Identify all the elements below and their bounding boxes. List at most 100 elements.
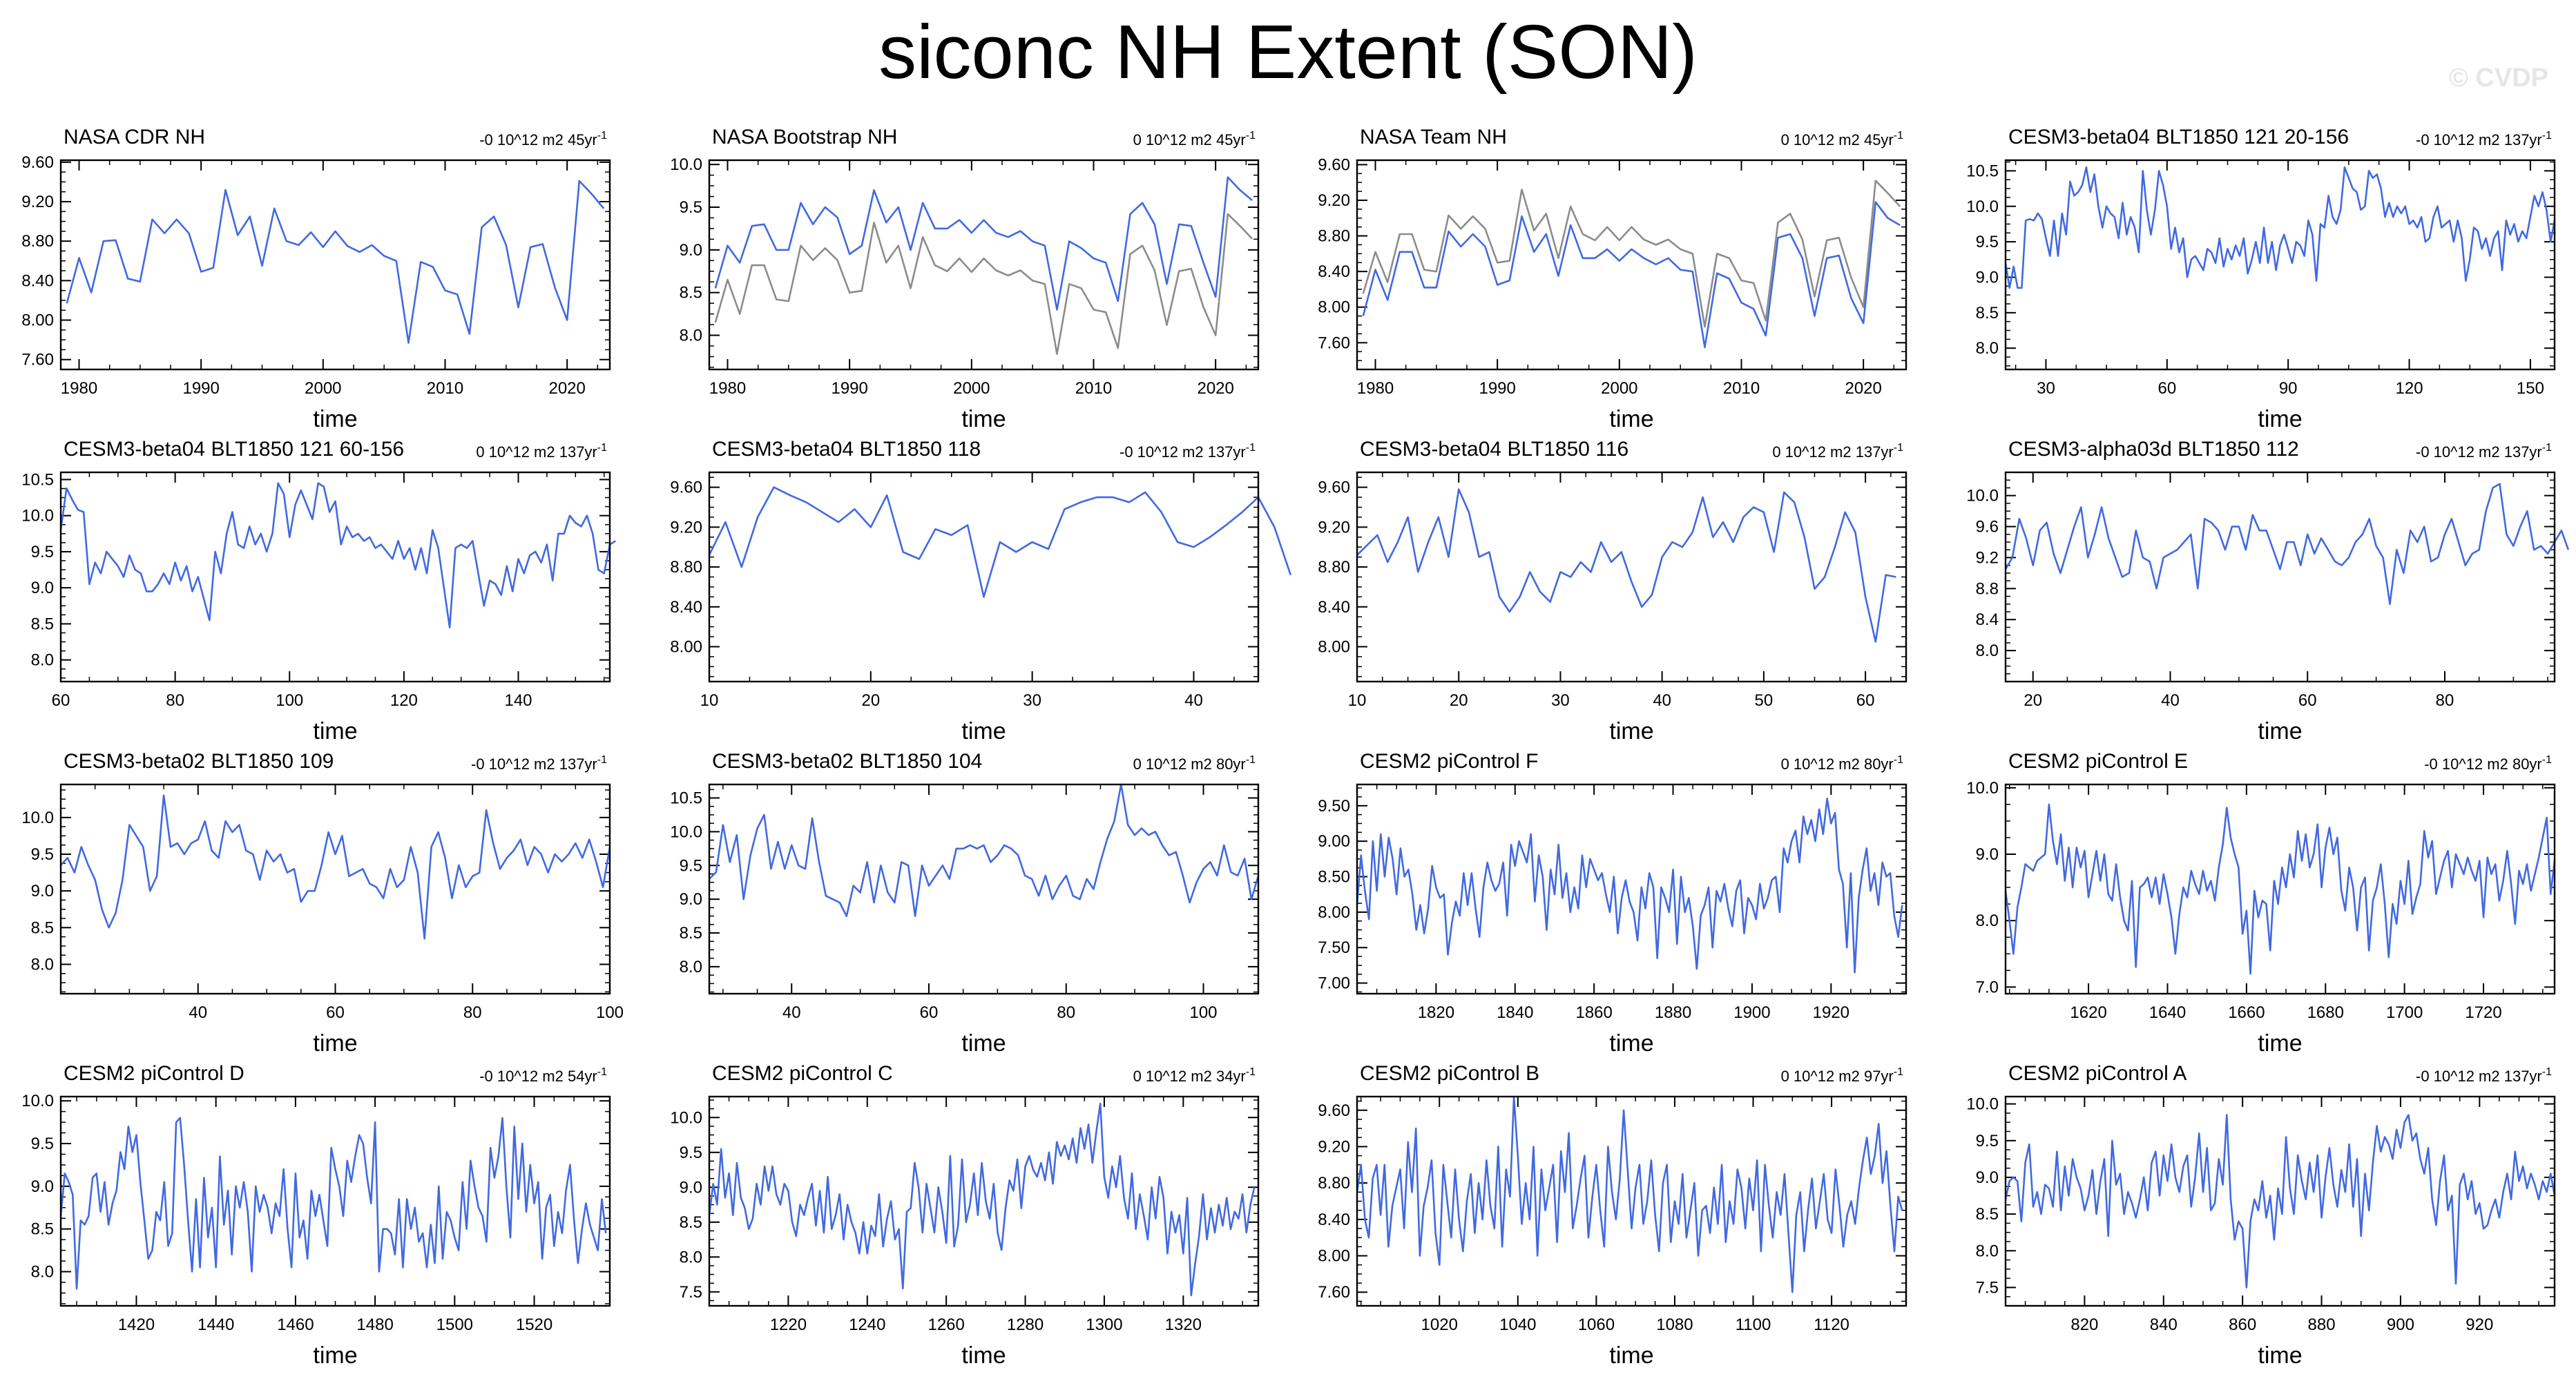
plot-frame [2004,1095,2556,1307]
panel-title: CESM3-beta02 BLT1850 109 [64,750,334,773]
panel-title: CESM2 piControl C [712,1062,893,1085]
y-tick-label: 10.0 [1966,197,1999,216]
x-tick-label: 1680 [2307,1003,2344,1022]
plot-frame [1356,783,1907,995]
series-line-primary [59,1117,607,1290]
plot-frame [1356,471,1907,683]
x-axis-label: time [313,718,357,744]
x-tick-label: 1500 [436,1315,473,1334]
y-tick-label: 9.60 [21,153,54,172]
x-tick-label: 1660 [2228,1003,2265,1022]
x-tick-label: 1990 [182,379,219,398]
plot-frame [708,159,1260,371]
y-tick-label: 9.5 [680,856,702,875]
x-tick-label: 1640 [2149,1003,2186,1022]
x-tick-label: 10 [700,691,719,710]
x-tick-label: 150 [2517,379,2544,398]
plot-frame [2004,159,2556,371]
y-tick-label: 9.0 [680,241,702,260]
panel-subtitle: 0 10^12 m2 137yr-1 [476,442,607,461]
x-tick-label: 1220 [770,1315,807,1334]
series-line-secondary [1362,180,1901,328]
x-tick-label: 1100 [1736,1315,1771,1334]
y-tick-label: 9.0 [31,1177,54,1196]
x-tick-label: 1060 [1578,1315,1615,1334]
x-tick-label: 1990 [1479,379,1515,398]
y-tick-label: 8.0 [31,955,54,974]
x-tick-label: 40 [782,1003,801,1022]
x-tick-label: 2000 [1601,379,1637,398]
series-line-primary [2004,166,2556,289]
panel-subtitle: -0 10^12 m2 137yr-1 [2416,130,2552,148]
x-tick-label: 1520 [516,1315,552,1334]
x-tick-label: 60 [326,1003,345,1022]
x-axis-label: time [1609,406,1653,432]
x-tick-label: 1300 [1086,1315,1122,1334]
x-tick-label: 1990 [831,379,867,398]
y-tick-label: 9.2 [1976,548,1999,567]
x-tick-label: 2010 [1075,379,1112,398]
y-tick-label: 8.5 [680,924,702,943]
panel-subtitle: 0 10^12 m2 45yr-1 [1781,130,1904,148]
y-tick-label: 8.0 [680,327,702,345]
x-tick-label: 1880 [1655,1003,1691,1022]
x-tick-label: 1420 [118,1315,155,1334]
x-tick-label: 2000 [953,379,990,398]
y-tick-label: 8.40 [1318,598,1350,617]
series-line-primary [2004,483,2570,606]
x-tick-label: 1080 [1656,1315,1693,1334]
x-tick-label: 2010 [427,379,463,398]
x-tick-label: 880 [2308,1315,2336,1334]
x-tick-label: 1040 [1499,1315,1536,1334]
x-axis-label: time [313,406,357,432]
panel-subtitle: -0 10^12 m2 45yr-1 [479,130,607,148]
plot-frame [2004,783,2556,995]
x-tick-label: 100 [276,691,303,710]
panel-title: CESM3-alpha03d BLT1850 112 [2008,438,2299,461]
series-line-primary [1356,1095,1903,1293]
y-tick-label: 9.60 [1318,155,1350,174]
y-tick-label: 9.0 [1976,268,1999,287]
y-tick-label: 9.5 [1976,1132,1999,1150]
y-tick-label: 10.5 [670,789,702,808]
x-tick-label: 1860 [1575,1003,1612,1022]
plot-frame [708,783,1260,995]
x-tick-label: 1980 [61,379,97,398]
x-tick-label: 1980 [709,379,746,398]
x-tick-label: 10 [1348,691,1367,710]
x-tick-label: 30 [1023,691,1041,710]
y-tick-label: 10.0 [670,1108,702,1127]
x-tick-label: 2020 [1197,379,1233,398]
x-tick-label: 50 [1755,691,1774,710]
series-line-primary [59,482,616,628]
x-tick-label: 1620 [2070,1003,2106,1022]
y-tick-label: 9.50 [1318,797,1350,816]
y-tick-label: 8.5 [31,615,54,633]
y-tick-label: 7.60 [1318,334,1350,352]
y-tick-label: 10.0 [1966,487,1999,505]
y-tick-label: 9.0 [1976,845,1999,864]
y-tick-label: 7.5 [1976,1278,1999,1297]
x-tick-label: 60 [1856,691,1875,710]
panel-subtitle: 0 10^12 m2 80yr-1 [1133,754,1256,773]
panel-title: CESM2 piControl D [64,1062,244,1085]
x-tick-label: 80 [463,1003,482,1022]
y-tick-label: 9.0 [1976,1168,1999,1187]
x-tick-label: 2020 [1845,379,1881,398]
y-tick-label: 8.80 [1318,1174,1350,1193]
x-tick-label: 60 [2298,691,2317,710]
y-tick-label: 8.8 [1976,579,1999,598]
y-tick-label: 10.0 [21,1092,54,1110]
y-tick-label: 9.5 [31,1135,54,1153]
panel-title: CESM3-beta02 BLT1850 104 [712,750,982,773]
x-axis-label: time [2258,406,2302,432]
x-tick-label: 80 [166,691,184,710]
y-tick-label: 8.0 [1976,642,1999,660]
plot-frame [59,159,611,371]
panel-title: CESM3-beta04 BLT1850 121 20-156 [2008,126,2349,148]
x-axis-label: time [2258,1030,2302,1057]
y-tick-label: 9.20 [670,518,702,537]
panel-subtitle: 0 10^12 m2 45yr-1 [1133,130,1256,148]
x-tick-label: 20 [1450,691,1468,710]
y-tick-label: 9.5 [1976,233,1999,251]
